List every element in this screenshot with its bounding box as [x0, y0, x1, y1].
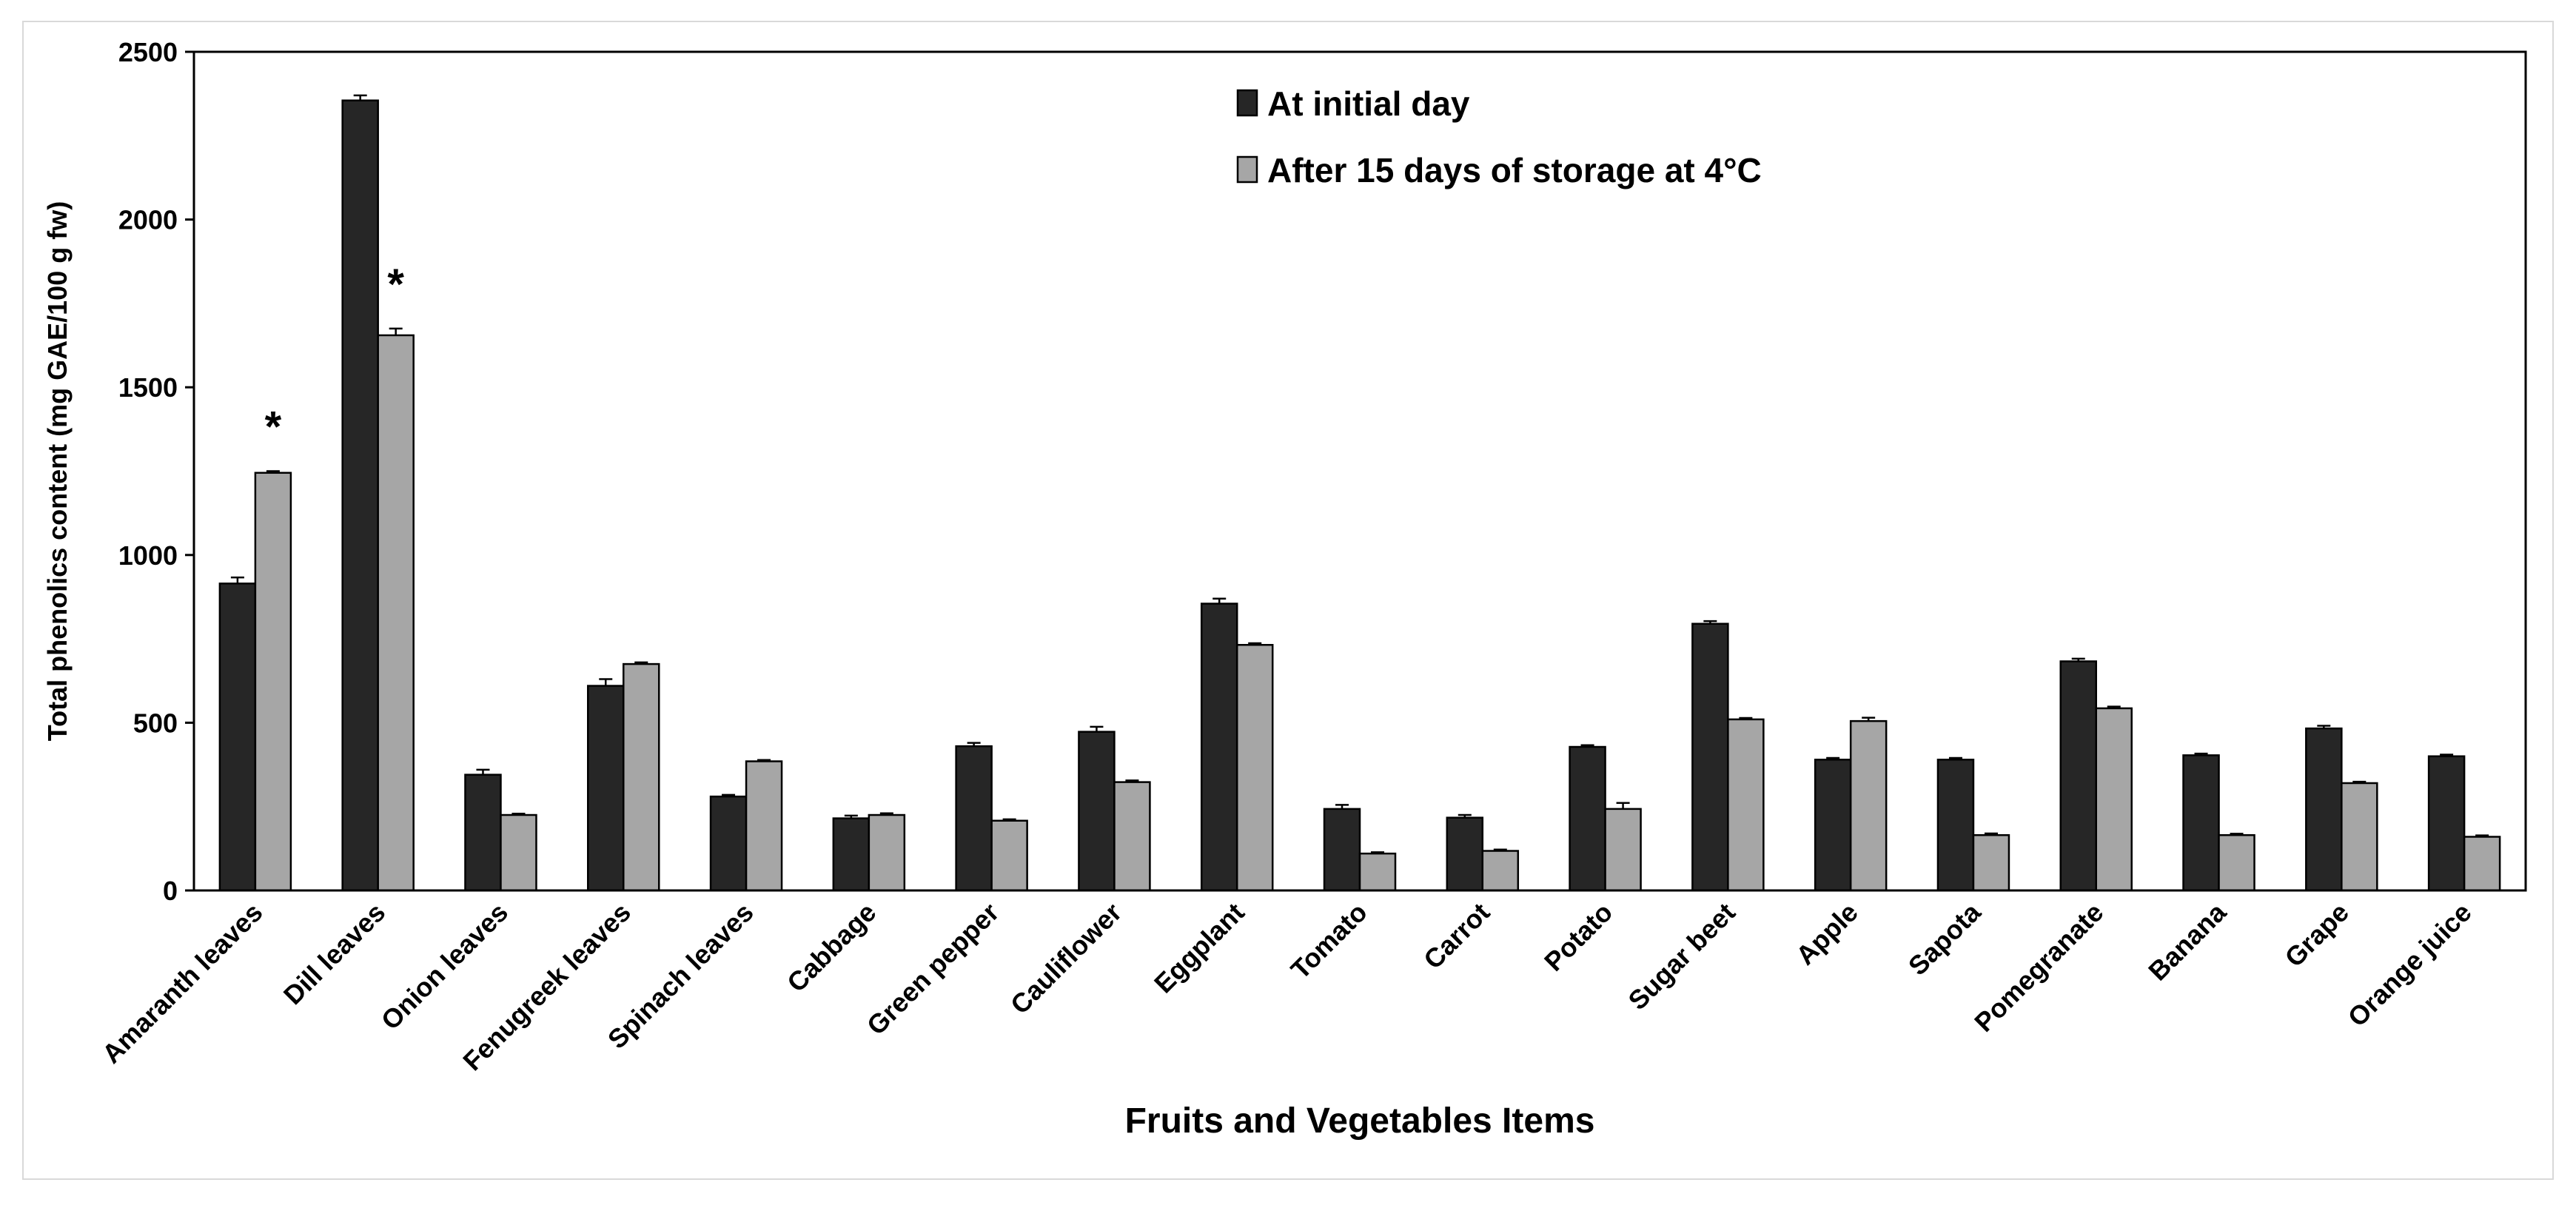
x-category-label: Green pepper: [861, 897, 1005, 1041]
bar: [2463, 836, 2501, 892]
y-ticks: 0 500 1000 1500 2000 2500: [118, 37, 194, 906]
x-category-label: Carrot: [1418, 897, 1495, 975]
bar: [1113, 781, 1151, 892]
significance-marker: *: [387, 261, 404, 309]
y-tick-label: 2000: [118, 205, 178, 235]
figure-frame: [22, 21, 2554, 1180]
bar: [709, 795, 748, 892]
bar: [832, 817, 871, 892]
legend-label: At initial day: [1267, 84, 1470, 123]
legend-label: After 15 days of storage at 4°C: [1267, 151, 1762, 189]
y-tick-label: 0: [163, 876, 178, 906]
y-tick-label: 1500: [118, 372, 178, 403]
x-category-label: Amaranth leaves: [96, 897, 269, 1070]
bar: [587, 685, 625, 892]
x-category-label: Sapota: [1902, 896, 1988, 982]
legend-swatch: [1236, 89, 1258, 117]
x-category-label: Pomegranate: [1968, 897, 2109, 1038]
bar: [377, 334, 415, 892]
bar: [1481, 850, 1520, 892]
bar: [2095, 707, 2133, 892]
x-category-label: Cabbage: [781, 897, 882, 999]
bar: [1727, 718, 1765, 892]
bar: [1200, 603, 1238, 892]
y-tick-label: 2500: [118, 37, 178, 67]
bar: [990, 819, 1028, 892]
y-tick-label: 1000: [118, 540, 178, 571]
x-category-label: Cauliflower: [1004, 897, 1127, 1020]
bar: [868, 813, 906, 892]
bar: [1604, 808, 1642, 892]
x-category-label: Potato: [1538, 897, 1618, 977]
legend-swatch: [1236, 155, 1258, 184]
bar: [2059, 660, 2097, 892]
bar: [1358, 852, 1397, 892]
bar: [1691, 623, 1729, 892]
bar: [1849, 719, 1888, 892]
bar: [1936, 759, 1975, 892]
bar: [2305, 727, 2343, 892]
bar: [955, 745, 993, 892]
y-tick-label: 500: [133, 708, 178, 738]
bar: [2427, 755, 2466, 892]
bar: [1078, 731, 1116, 892]
bar: [500, 813, 537, 892]
x-category-label: Dill leaves: [278, 897, 392, 1011]
bar: [464, 774, 502, 892]
y-axis-title: Total phenolics content (mg GAE/100 g fw…: [42, 201, 73, 741]
x-category-label: Orange juice: [2342, 897, 2478, 1033]
bar: [1235, 644, 1274, 892]
x-category-label: Tomato: [1285, 897, 1373, 985]
x-axis-title: Fruits and Vegetables Items: [1125, 1101, 1595, 1141]
bar: [1972, 833, 2010, 892]
bar: [341, 99, 379, 892]
bar: [1446, 816, 1484, 892]
bar: [745, 760, 783, 892]
bar: [623, 662, 660, 892]
x-category-label: Sugar beet: [1622, 897, 1741, 1016]
bar: [1569, 745, 1606, 892]
bar: [254, 472, 292, 892]
plot-area: [192, 50, 2527, 892]
legend: At initial day After 15 days of storage a…: [1236, 84, 1762, 189]
x-category-label: Apple: [1790, 897, 1864, 971]
bar: [2341, 782, 2378, 892]
bar: [218, 583, 257, 892]
significance-marker: *: [265, 403, 282, 452]
x-category-label: Banana: [2142, 896, 2233, 987]
x-category-label: Eggplant: [1148, 897, 1250, 999]
bars-layer: **: [218, 94, 2501, 892]
x-category-label: Onion leaves: [375, 897, 514, 1036]
bar: [1814, 759, 1852, 892]
bar: [1323, 808, 1361, 892]
x-category-label: Grape: [2278, 897, 2355, 973]
bar: [2218, 833, 2255, 892]
bar: [2182, 754, 2220, 892]
